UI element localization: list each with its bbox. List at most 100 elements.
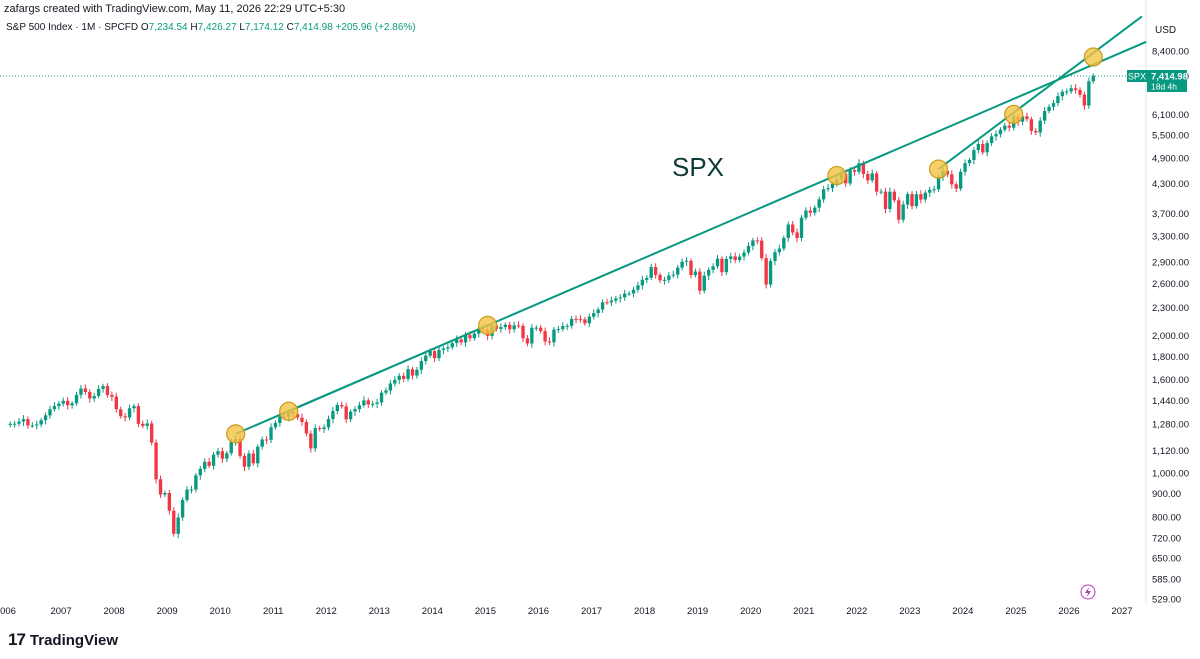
candle	[821, 185, 826, 203]
candle	[61, 397, 65, 407]
candle	[653, 263, 658, 279]
candle	[105, 383, 110, 398]
candle	[689, 258, 693, 279]
currency-label[interactable]: USD	[1155, 25, 1177, 36]
candle	[910, 191, 914, 210]
candle	[260, 436, 264, 450]
lightning-icon[interactable]	[1080, 584, 1096, 600]
legend-symbol[interactable]: S&P 500 Index · 1M · SPCFD	[6, 22, 139, 33]
candle	[516, 321, 521, 329]
candle	[592, 309, 596, 320]
candle	[782, 235, 786, 251]
candle	[587, 313, 591, 328]
candle	[693, 268, 698, 278]
candle	[499, 323, 503, 333]
candle	[760, 237, 764, 261]
candle	[388, 380, 393, 395]
candle	[172, 507, 176, 537]
price-tick-label: 2,000.00	[1152, 331, 1189, 342]
candle	[636, 281, 640, 293]
time-tick-label: 2022	[846, 606, 867, 617]
candle	[985, 140, 989, 157]
trendlines-layer	[235, 15, 1147, 435]
highlight-circle[interactable]	[1004, 104, 1024, 125]
candle	[313, 424, 317, 452]
candle	[552, 326, 556, 347]
candle	[932, 185, 936, 194]
candle	[225, 450, 229, 463]
candle	[640, 275, 645, 290]
price-tag-countdown: 18d 4h	[1151, 82, 1177, 92]
candle	[43, 412, 48, 425]
candle	[874, 171, 879, 196]
candle	[958, 168, 963, 192]
candle	[963, 159, 967, 176]
candle	[698, 268, 702, 295]
candle	[645, 275, 649, 284]
candle	[371, 400, 375, 408]
candle	[998, 127, 1003, 138]
candle	[649, 263, 653, 281]
chart-credit: zafargs created with TradingView.com, Ma…	[4, 3, 346, 15]
price-tag-symbol-bg	[1127, 70, 1147, 82]
candle	[57, 400, 61, 410]
candle	[176, 513, 180, 539]
highlight-circle[interactable]	[1083, 47, 1103, 67]
price-tick-label: 1,440.00	[1152, 396, 1189, 407]
trendline[interactable]	[937, 15, 1143, 170]
candle	[879, 188, 883, 195]
candle	[393, 375, 397, 387]
candle	[344, 402, 348, 424]
candle	[547, 337, 552, 346]
candle	[1051, 99, 1056, 111]
highlight-circle[interactable]	[827, 165, 847, 186]
time-tick-label: 2021	[793, 606, 814, 617]
candle	[569, 315, 574, 329]
candle	[618, 294, 622, 303]
price-tick-label: 2,900.00	[1152, 257, 1189, 268]
trendline[interactable]	[288, 324, 489, 413]
candle	[410, 366, 415, 380]
candle	[777, 244, 782, 256]
highlight-circle[interactable]	[226, 424, 246, 444]
candle	[326, 415, 331, 431]
legend-open-label: O	[140, 22, 149, 33]
price-tick-label: 3,700.00	[1152, 209, 1189, 220]
candle	[954, 181, 958, 193]
highlight-circle[interactable]	[928, 159, 949, 179]
candle	[79, 385, 83, 399]
highlight-circle[interactable]	[478, 315, 498, 335]
candle	[614, 295, 618, 304]
candle	[600, 299, 605, 313]
candle	[1007, 122, 1011, 132]
candle	[158, 475, 163, 498]
legend-change: +205.96 (+2.86%)	[335, 22, 416, 33]
candle	[729, 252, 733, 264]
candle	[357, 401, 362, 413]
candle	[866, 170, 870, 184]
candle	[194, 473, 198, 493]
time-tick-label: 2013	[369, 606, 390, 617]
candle	[733, 252, 737, 264]
candle	[39, 417, 43, 428]
time-tick-label: 2027	[1111, 606, 1132, 617]
time-tick-label: 2024	[952, 606, 973, 617]
candle	[764, 254, 768, 289]
candle	[101, 383, 105, 393]
tradingview-logo[interactable]: 17 TradingView	[8, 629, 118, 651]
candle	[211, 451, 216, 470]
candle	[857, 159, 861, 175]
candle	[123, 413, 127, 422]
candle	[883, 188, 888, 214]
price-tick-label: 1,800.00	[1152, 352, 1189, 363]
candle	[8, 421, 12, 428]
price-tag: SPX 7,414.98 18d 4h	[1127, 70, 1188, 92]
chart-annotation-text[interactable]: SPX	[672, 152, 724, 182]
candle	[981, 139, 985, 155]
candle	[198, 465, 202, 480]
candle	[989, 133, 994, 146]
candle	[799, 215, 804, 242]
candle	[379, 390, 384, 406]
highlight-circle[interactable]	[279, 401, 299, 421]
